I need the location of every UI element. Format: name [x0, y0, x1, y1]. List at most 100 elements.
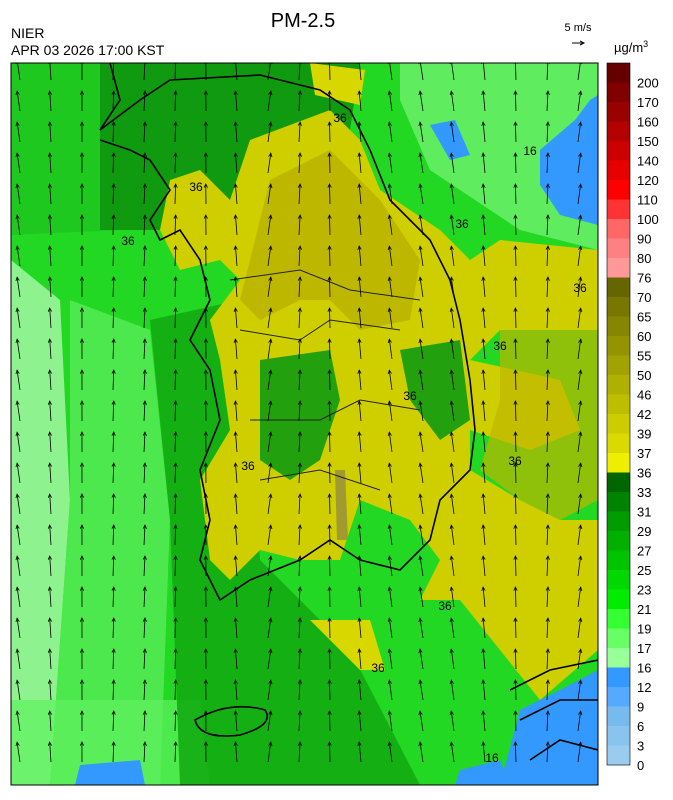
wind-arrow: [327, 276, 332, 298]
wind-arrow: [203, 524, 208, 546]
wind-arrow: [267, 462, 273, 484]
wind-arrow: [577, 586, 583, 608]
wind-arrow: [297, 617, 302, 639]
colorbar-box: [607, 511, 630, 532]
wind-arrow: [387, 493, 393, 515]
wind-arrow: [142, 214, 147, 236]
wind-arrow: [577, 741, 583, 763]
wind-arrow: [481, 276, 486, 298]
wind-arrow: [545, 741, 550, 763]
wind-arrow: [15, 245, 21, 267]
wind-arrow: [297, 586, 302, 608]
wind-arrow: [513, 524, 518, 546]
wind-arrow: [203, 90, 208, 112]
wind-arrow: [481, 338, 486, 360]
wind-arrow: [47, 400, 52, 422]
map: [11, 63, 598, 785]
wind-arrow: [173, 524, 178, 546]
wind-arrow: [297, 710, 302, 732]
colorbar-box: [607, 277, 630, 298]
wind-arrow: [418, 369, 424, 391]
wind-arrow: [577, 369, 583, 391]
wind-arrow: [387, 710, 393, 732]
colorbar-label: 19: [637, 622, 651, 637]
wind-arrow: [173, 462, 178, 484]
wind-arrow: [449, 183, 455, 205]
wind-arrow: [203, 617, 208, 639]
wind-arrow: [233, 462, 238, 484]
wind-arrow: [481, 462, 486, 484]
colorbar-label: 160: [637, 115, 659, 130]
contour-labels: 36 36 36 36 36 36 36 36 36 36 36 16 16: [121, 111, 587, 765]
wind-arrow: [327, 617, 332, 639]
wind-arrow: [297, 648, 302, 670]
wind-arrow: [233, 493, 238, 515]
wind-arrow: [357, 369, 362, 391]
wind-arrow: [449, 648, 455, 670]
wind-arrow: [15, 121, 21, 143]
wind-arrow: [513, 741, 518, 763]
colorbar-label: 0: [637, 758, 644, 773]
wind-arrow: [79, 586, 85, 608]
wind-arrow: [111, 307, 116, 329]
wind-arrow: [449, 276, 455, 298]
wind-arrow: [111, 524, 116, 546]
wind-arrow: [418, 679, 424, 701]
wind-arrow: [545, 121, 550, 143]
colorbar-box: [607, 336, 630, 356]
wind-arrow: [79, 524, 85, 546]
wind-arrows: [15, 63, 583, 763]
wind-arrow: [545, 586, 550, 608]
colorbar-box: [607, 297, 630, 317]
wind-arrow: [111, 183, 116, 205]
wind-arrow: [357, 307, 362, 329]
wind-arrow: [387, 400, 393, 422]
colorbar-label: 50: [637, 368, 651, 383]
wind-arrow: [111, 493, 116, 515]
colorbar-label: 33: [637, 485, 651, 500]
wind-arrow: [357, 586, 362, 608]
contour-label: 36: [333, 111, 347, 125]
colorbar-label: 37: [637, 446, 651, 461]
wind-arrow: [449, 90, 455, 112]
wind-arrow: [357, 679, 362, 701]
wind-arrow: [142, 183, 147, 205]
wind-arrow: [545, 152, 550, 174]
unit-superscript: 3: [643, 39, 648, 49]
wind-arrow: [173, 679, 178, 701]
wind-arrow: [15, 152, 21, 174]
wind-arrow: [481, 369, 486, 391]
wind-arrow: [47, 183, 52, 205]
wind-arrow: [203, 276, 208, 298]
wind-arrow: [173, 121, 178, 143]
wind-arrow: [357, 214, 362, 236]
contour-label: 36: [573, 281, 587, 295]
wind-arrow: [79, 214, 85, 236]
wind-arrow: [15, 617, 21, 639]
wind-arrow: [418, 493, 424, 515]
wind-arrow: [111, 245, 116, 267]
wind-arrow: [15, 63, 21, 81]
wind-arrow: [111, 462, 116, 484]
wind-arrow: [142, 307, 147, 329]
wind-arrow: [47, 648, 52, 670]
wind-arrow: [47, 369, 52, 391]
wind-arrow: [297, 524, 302, 546]
wind-arrow: [577, 276, 583, 298]
colorbar-box: [607, 628, 630, 649]
wind-arrow: [79, 245, 85, 267]
wind-arrow: [111, 369, 116, 391]
contour-label: 36: [371, 661, 385, 675]
wind-arrow: [387, 152, 393, 174]
wind-arrow: [577, 307, 583, 329]
contour-label: 36: [455, 217, 469, 231]
wind-arrow: [47, 586, 52, 608]
wind-arrow: [203, 183, 208, 205]
wind-arrow: [387, 617, 393, 639]
colorbar-box: [607, 180, 630, 200]
wind-arrow: [47, 741, 52, 763]
colorbar-box: [607, 433, 630, 454]
wind-arrow: [111, 617, 116, 639]
wind-arrow: [47, 338, 52, 360]
colorbar-label: 100: [637, 212, 659, 227]
